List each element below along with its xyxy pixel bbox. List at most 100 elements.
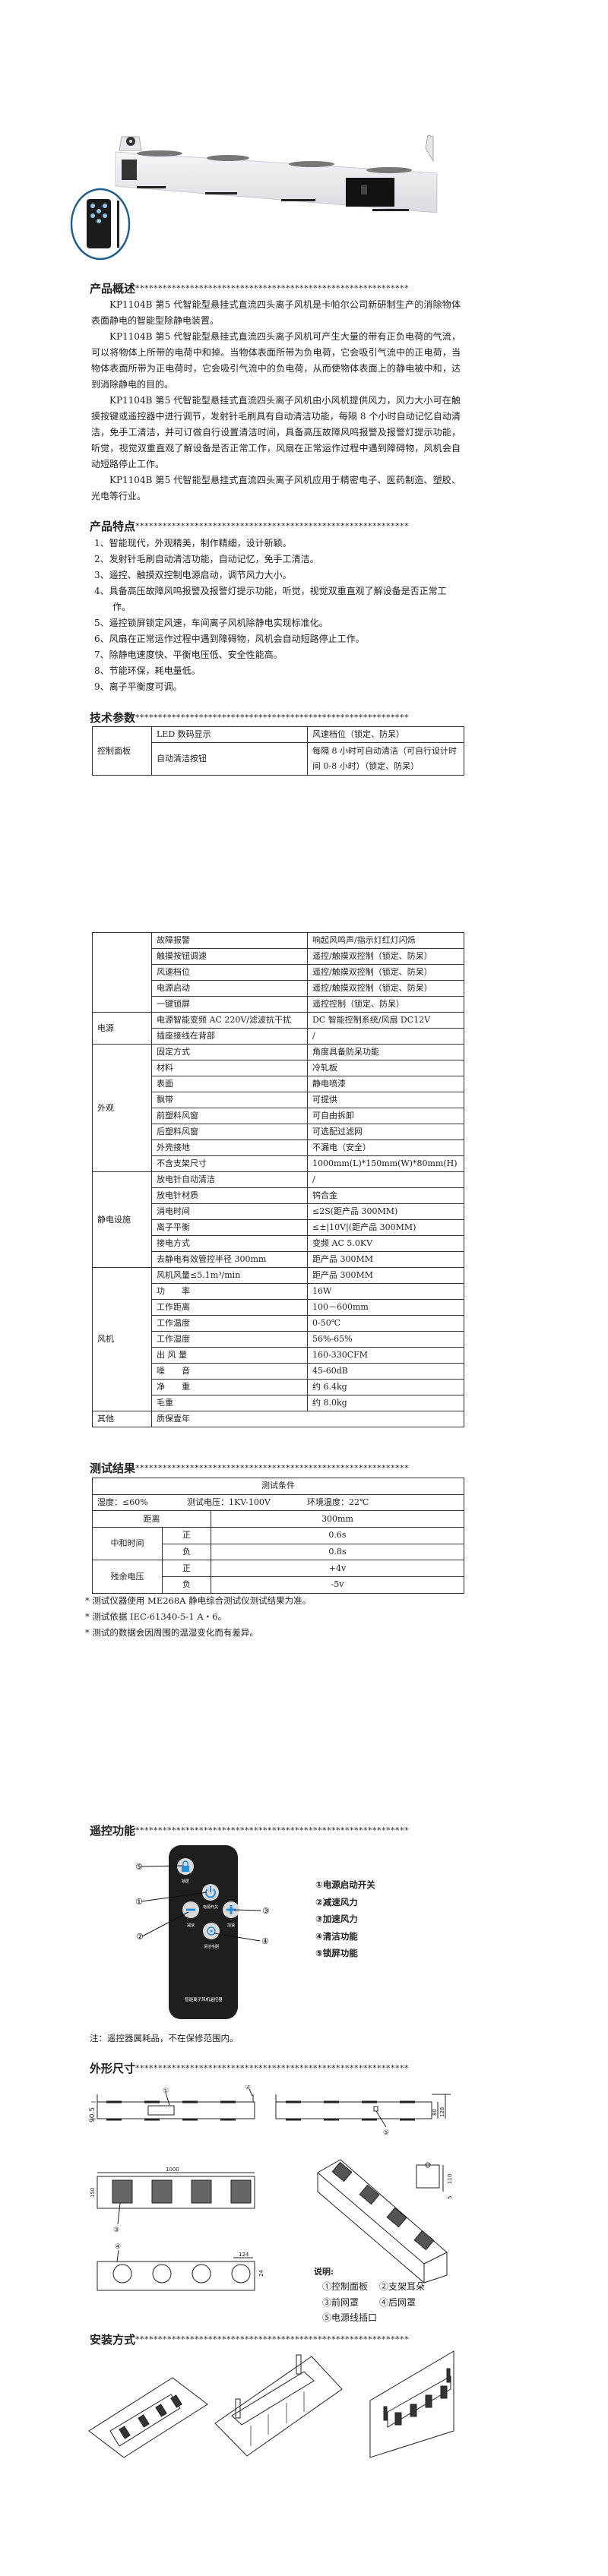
spec-value: / xyxy=(307,1171,464,1188)
spec-row: 出 风 量 160-330CFM xyxy=(93,1347,464,1364)
spec-row: 其他 质保壹年 xyxy=(92,1411,464,1427)
spec-value: 1000mm(L)*150mm(W)*80mm(H) xyxy=(307,1155,464,1172)
callout-3: ③ xyxy=(113,2227,119,2234)
test-note: * 测试依据 IEC-61340-5-1 A・6。 xyxy=(85,1611,226,1622)
callout-1: ① xyxy=(163,2088,169,2095)
spec-name: 前塑料风窗 xyxy=(151,1108,308,1124)
section-header-install: 安装方式************************************… xyxy=(90,2332,462,2347)
spec-name: 电源智能变频 AC 220V/滤波抗干扰 xyxy=(151,1012,308,1029)
section-header-tests: 测试结果************************************… xyxy=(90,1461,462,1476)
spec-value: 遥控/触摸双控制（锁定、防呆） xyxy=(307,948,464,965)
spec-row: 故障报警 响起风鸣声/指示灯红灯闪烁 xyxy=(92,932,464,1013)
spec-value: 0-50℃ xyxy=(307,1315,464,1332)
clean-label: 清洁毛刷 xyxy=(204,1944,219,1949)
spec-value: / xyxy=(307,1028,464,1045)
spec-table-control-panel: 控制面板 LED 数码显示 风速档位（锁定、防呆） 自动清洁按钮 每隔 8 小时可自动清… xyxy=(92,726,464,776)
test-row: 中和时间正 0.6s xyxy=(92,1527,464,1561)
spec-table-main: 故障报警 响起风鸣声/指示灯红灯闪烁 触摸按钮调速 遥控/触摸双控制（锁定、防呆） 风速… xyxy=(92,932,464,1427)
spec-value: 160-330CFM xyxy=(307,1347,464,1364)
spec-group: 外观 xyxy=(92,1044,152,1172)
spec-group: 其他 xyxy=(92,1411,152,1427)
spec-value: DC 智能控制系统/风扇 DC12V xyxy=(307,1012,464,1029)
spec-value: 响起风鸣声/指示灯红灯闪烁 xyxy=(307,932,464,949)
stars-divider: ****************************************… xyxy=(135,1825,410,1835)
stars-divider: ****************************************… xyxy=(135,521,410,531)
test-notes: * 测试仪器使用 ME268A 静电综合测试仪测试结果为准。 * 测试依据 IE… xyxy=(85,1593,311,1641)
test-note: * 测试的数据会因周围的温湿变化而有差异。 xyxy=(85,1627,258,1638)
test-note: * 测试仪器使用 ME268A 静电综合测试仪测试结果为准。 xyxy=(85,1595,312,1606)
feature-item: 2、发射针毛刷自动清洁功能，自动记忆，免手工清洁。 xyxy=(94,554,319,564)
spec-row: 控制面板 LED 数码显示 风速档位（锁定、防呆） xyxy=(92,726,464,776)
overview-paragraph: KP1104B 第5 代智能型悬挂式直流四头离子风机可产生大量的带有正负电荷的气… xyxy=(91,331,461,390)
spec-name: 放电针自动清洁 xyxy=(151,1171,308,1188)
spec-value: 可提供 xyxy=(307,1092,464,1108)
section-header-specs: 技术参数************************************… xyxy=(90,710,462,725)
spec-value: 风速档位（锁定、防呆） xyxy=(307,726,464,743)
callout-5: ⑤ xyxy=(383,2129,389,2137)
spec-value: 变频 AC 5.0KV xyxy=(307,1235,464,1252)
spec-name: 噪 音 xyxy=(151,1363,308,1380)
test-polarity: 正 xyxy=(162,1527,211,1544)
spec-value: ≤2S(距产品 300MM) xyxy=(307,1203,464,1220)
clean-button xyxy=(203,1923,220,1939)
spec-name: LED 数码显示 xyxy=(151,726,308,743)
test-conditions: 湿度：≤60% 测试电压：1KV-100V 环境温度：22℃ xyxy=(92,1493,464,1512)
spec-value: 遥控控制（锁定、防呆） xyxy=(307,996,464,1013)
spec-row: 不含支架尺寸 1000mm(L)*150mm(W)*80mm(H) xyxy=(93,1155,464,1172)
bottom-view: ④ 124 24 xyxy=(97,2243,264,2291)
stars-divider: ****************************************… xyxy=(135,2063,410,2073)
spec-row: 表面 静电喷漆 xyxy=(93,1076,464,1092)
test-polarity: 正 xyxy=(162,1560,211,1578)
spec-value: 距产品 300MM xyxy=(307,1251,464,1268)
spec-name: 飘带 xyxy=(151,1092,308,1108)
control-panel xyxy=(346,178,394,207)
test-value: 0.6s xyxy=(211,1527,464,1544)
dimension-legend: ①控制面板 ②支架耳朵 ③前网罩 ④后网罩 ⑤电源线插口 xyxy=(322,2279,451,2326)
legend-item: ⑤锁屏功能 xyxy=(315,1948,358,1958)
overview-paragraph: KP1104B 第5 代智能型悬挂式直流四头离子风机是卡帕尔公司新研制生产的消除… xyxy=(91,299,461,326)
feature-item: 9、离子平衡度可调。 xyxy=(94,681,182,692)
spec-value: 16W xyxy=(307,1283,464,1300)
legend-item: ③前网罩 xyxy=(322,2296,359,2308)
section-title: 产品特点 xyxy=(90,520,136,533)
spec-value: 约 8.0kg xyxy=(307,1395,464,1411)
section-title: 外形尺寸 xyxy=(90,2062,136,2075)
test-row: 负 0.8s xyxy=(93,1543,464,1561)
legend-item: ⑤电源线插口 xyxy=(322,2312,378,2323)
spec-name: 去静电有效管控半径 300mm xyxy=(151,1251,308,1268)
install-wall-mount xyxy=(369,2350,454,2458)
product-photo xyxy=(70,134,438,261)
spec-row: 外观 固定方式 角度具备防呆功能 xyxy=(92,1044,464,1172)
spec-value: 静电喷漆 xyxy=(307,1076,464,1092)
spec-group: 控制面板 xyxy=(92,726,152,776)
spec-group xyxy=(92,932,152,1013)
spec-name: 功 率 xyxy=(151,1283,308,1300)
section-header-overview: 产品概述************************************… xyxy=(90,281,462,296)
section-header-remote: 遥控功能************************************… xyxy=(90,1823,462,1838)
spec-value: 冷轧板 xyxy=(307,1060,464,1076)
spec-value: 遥控/触摸双控制（锁定、防呆） xyxy=(307,980,464,997)
spec-row: 噪 音 45-60dB xyxy=(93,1363,464,1380)
section-title: 遥控功能 xyxy=(90,1824,136,1838)
spec-value: 可选配过滤网 xyxy=(307,1124,464,1140)
callout-2: ② xyxy=(245,2085,251,2091)
ion-fan-body xyxy=(115,134,438,213)
spec-row: 接电方式 变频 AC 5.0KV xyxy=(93,1235,464,1252)
test-row: 负 -5v xyxy=(93,1576,464,1594)
spec-name: 净 重 xyxy=(151,1379,308,1395)
legend-item: ④清洁功能 xyxy=(315,1930,358,1942)
back-view: ⑤ 80 128 xyxy=(275,2094,451,2137)
callout-4: ④ xyxy=(261,1936,269,1946)
dim-110: 110 xyxy=(447,2174,453,2184)
top-view: 1000 150 ③ xyxy=(90,2167,255,2234)
dim-width: 150 xyxy=(90,2188,96,2198)
test-group: 中和时间 xyxy=(92,1527,163,1561)
spec-row: 外壳接地 不漏电（安全） xyxy=(93,1139,464,1156)
condition-voltage: 测试电压：1KV-100V xyxy=(187,1497,271,1508)
dim-24: 24 xyxy=(258,2270,264,2277)
remote-thumbnail xyxy=(70,188,131,261)
power-button xyxy=(202,1884,219,1901)
spec-name: 风机风量≤5.1m³/min xyxy=(151,1267,308,1284)
spec-row: 消电时间 ≤2S(距产品 300MM) xyxy=(93,1203,464,1220)
power-label: 电源开关 xyxy=(203,1904,218,1910)
